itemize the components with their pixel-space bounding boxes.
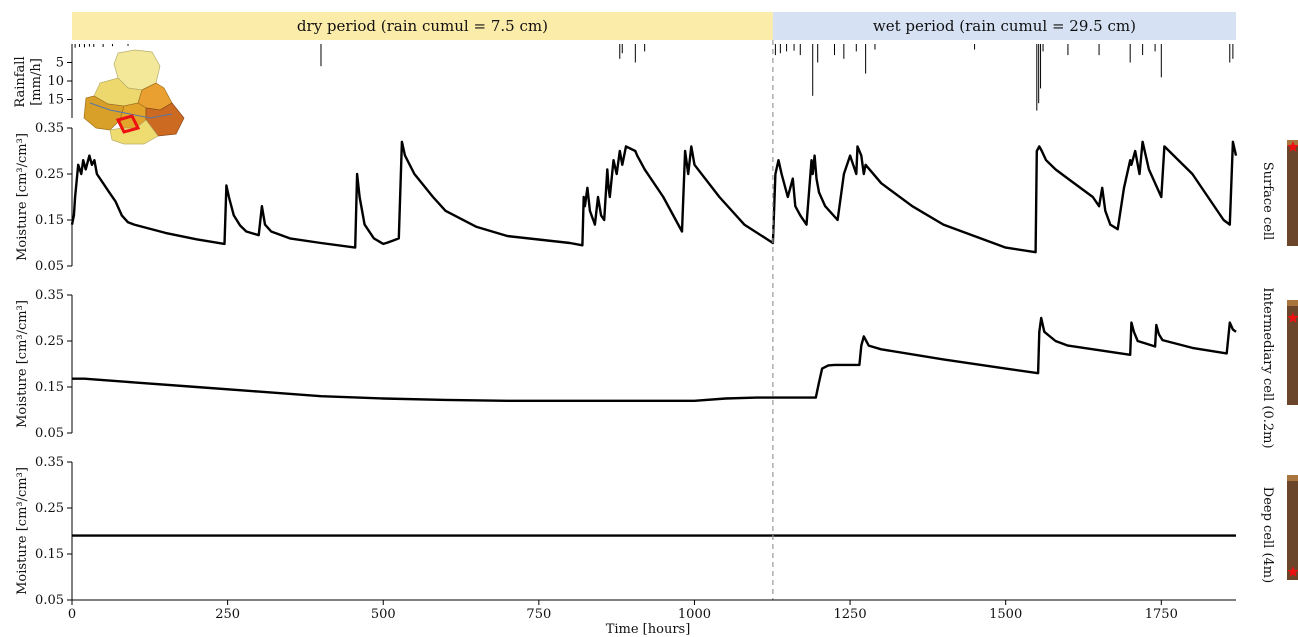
map-zone-south (109, 119, 159, 145)
period-bars: dry period (rain cumul = 7.5 cm) wet peri… (72, 12, 1236, 40)
rainfall-label-line1: Rainfall (13, 56, 28, 107)
depth-marker-star-icon-2 (1287, 566, 1298, 577)
moisture-series (70, 140, 1238, 537)
soil-column-2 (1287, 475, 1298, 580)
period-label-1: wet period (rain cumul = 29.5 cm) (873, 17, 1136, 35)
x-tick-label-6: 1500 (989, 607, 1022, 622)
panel-0-tick-label-1: 0.15 (35, 213, 64, 228)
rainfall-tick-label-1: 10 (47, 74, 64, 89)
soil-top-2 (1287, 475, 1298, 481)
panel-2-tick-label-0: 0.05 (35, 593, 64, 608)
rainfall-panel: 5 10 15 Rainfall [mm/h] (13, 44, 1234, 118)
panel-1-tick-label-2: 0.25 (35, 334, 64, 349)
x-axis: 0 250 500 750 1000 1250 1500 1750 (68, 599, 1236, 622)
panel-2-tick-label-3: 0.35 (35, 455, 64, 470)
moisture-panels: 0.05 0.15 0.25 0.35 Moisture [cm³/cm³] 0.05 0.… (15, 121, 73, 608)
map-stream (89, 102, 173, 119)
rainfall-tick-label-0: 5 (56, 56, 64, 71)
panel-2-tick-label-2: 0.25 (35, 501, 64, 516)
panel-0-ylabel: Moisture [cm³/cm³] (15, 133, 30, 261)
rainfall-ticks: 5 10 15 (47, 56, 72, 108)
side-label-1: Intermediary cell (0.2m) (1260, 287, 1275, 448)
period-bar-1 (772, 12, 1236, 40)
soil-column-1 (1287, 300, 1298, 405)
depth-marker-star-icon-0 (1287, 141, 1298, 152)
rainfall-tick-label-2: 15 (47, 93, 64, 108)
soil-column-icons (1287, 140, 1298, 580)
panel-0-tick-label-2: 0.25 (35, 167, 64, 182)
panel-2-ylabel: Moisture [cm³/cm³] (15, 467, 30, 595)
panel-0-tick-label-3: 0.35 (35, 121, 64, 136)
map-selected-cell (115, 114, 141, 134)
side-label-2: Deep cell (4m) (1260, 487, 1275, 583)
rainfall-bars (74, 44, 1234, 111)
period-label-0: dry period (rain cumul = 7.5 cm) (297, 17, 548, 35)
x-tick-label-4: 1000 (678, 607, 711, 622)
x-tick-label-3: 750 (526, 607, 551, 622)
moisture-line-1 (72, 316, 1237, 402)
x-tick-label-7: 1750 (1145, 607, 1178, 622)
moisture-line-0 (70, 140, 1238, 254)
period-bar-0 (72, 12, 773, 40)
panel-1-tick-label-3: 0.35 (35, 288, 64, 303)
panel-1-ylabel: Moisture [cm³/cm³] (15, 300, 30, 428)
depth-marker-star-icon-1 (1287, 312, 1298, 323)
x-tick-label-1: 250 (215, 607, 240, 622)
x-tick-label-5: 1250 (834, 607, 867, 622)
panel-2-tick-label-1: 0.15 (35, 547, 64, 562)
panel-0-tick-label-0: 0.05 (35, 259, 64, 274)
soil-top-1 (1287, 300, 1298, 306)
rainfall-label-line2: [mm/h] (29, 58, 44, 106)
panel-1-tick-label-0: 0.05 (35, 426, 64, 441)
x-tick-label-0: 0 (68, 607, 76, 622)
soil-column-0 (1287, 140, 1298, 246)
x-tick-label-2: 500 (371, 607, 396, 622)
panel-1-tick-label-1: 0.15 (35, 380, 64, 395)
side-label-0: Surface cell (1260, 162, 1275, 240)
catchment-map-inset (83, 49, 185, 145)
side-labels: Surface cell Intermediary cell (0.2m) Deep… (1260, 162, 1275, 583)
x-axis-label: Time [hours] (606, 622, 691, 637)
